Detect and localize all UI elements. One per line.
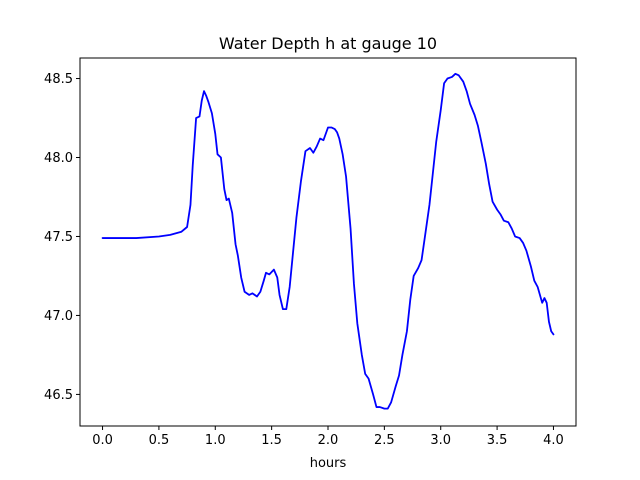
- x-axis-label: hours: [310, 456, 347, 471]
- x-tick-label: 3.5: [487, 433, 508, 448]
- x-tick-label: 2.0: [318, 433, 339, 448]
- series-line-0: [101, 72, 555, 410]
- y-tick-label: 47.0: [44, 309, 73, 324]
- y-tick-label: 48.5: [44, 72, 73, 87]
- x-tick-label: 3.0: [430, 433, 451, 448]
- x-tick-label: 1.0: [205, 433, 226, 448]
- plot-frame: [79, 57, 577, 427]
- y-tick-label: 47.5: [44, 230, 73, 245]
- plot-area: [79, 57, 577, 427]
- y-tick-label: 46.5: [44, 388, 73, 403]
- y-axis: 46.5 47.0 47.5 48.0 48.5: [44, 72, 80, 403]
- x-tick-label: 0.0: [92, 433, 113, 448]
- y-tick-label: 48.0: [44, 151, 73, 166]
- x-tick-label: 1.5: [261, 433, 282, 448]
- chart-title: Water Depth h at gauge 10: [219, 34, 437, 53]
- x-tick-label: 4.0: [543, 433, 564, 448]
- x-tick-label: 0.5: [149, 433, 170, 448]
- x-tick-label: 2.5: [374, 433, 395, 448]
- x-axis: 0.0 0.5 1.0 1.5 2.0 2.5 3.0 3.5 4.0: [92, 426, 564, 448]
